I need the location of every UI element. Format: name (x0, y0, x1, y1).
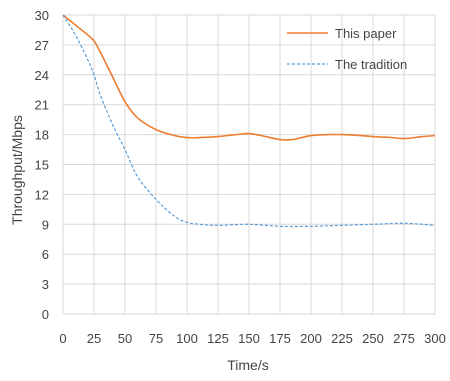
grid (62, 14, 436, 315)
y-axis-label: Throughput/Mbps (9, 115, 25, 225)
legend-label: This paper (335, 26, 397, 41)
x-tick-label: 25 (87, 331, 101, 346)
legend: This paper The tradition (287, 26, 407, 72)
y-tick-label: 3 (42, 277, 49, 292)
x-tick-label: 200 (300, 331, 322, 346)
y-tick-label: 24 (35, 68, 49, 83)
x-tick-label: 250 (362, 331, 384, 346)
x-tick-label: 150 (238, 331, 260, 346)
y-tick-label: 12 (35, 187, 49, 202)
y-tick-label: 6 (42, 247, 49, 262)
x-tick-label: 0 (59, 331, 66, 346)
y-tick-label: 9 (42, 217, 49, 232)
x-tick-label: 275 (393, 331, 415, 346)
y-tick-label: 21 (35, 98, 49, 113)
x-tick-label: 50 (118, 331, 132, 346)
y-tick-label: 27 (35, 38, 49, 53)
x-tick-label: 300 (424, 331, 446, 346)
x-tick-label: 175 (269, 331, 291, 346)
x-axis-label: Time/s (227, 357, 268, 373)
y-tick-label: 0 (42, 307, 49, 322)
y-tick-label: 18 (35, 128, 49, 143)
x-tick-label: 125 (207, 331, 229, 346)
y-tick-label: 15 (35, 158, 49, 173)
y-tick-label: 30 (35, 8, 49, 23)
x-tick-label: 75 (149, 331, 163, 346)
series-line-this-paper (62, 14, 436, 141)
x-tick-label: 225 (331, 331, 353, 346)
series-lines (62, 14, 436, 228)
series-line-tradition (62, 14, 436, 228)
x-tick-label: 100 (176, 331, 198, 346)
legend-label: The tradition (335, 57, 407, 72)
